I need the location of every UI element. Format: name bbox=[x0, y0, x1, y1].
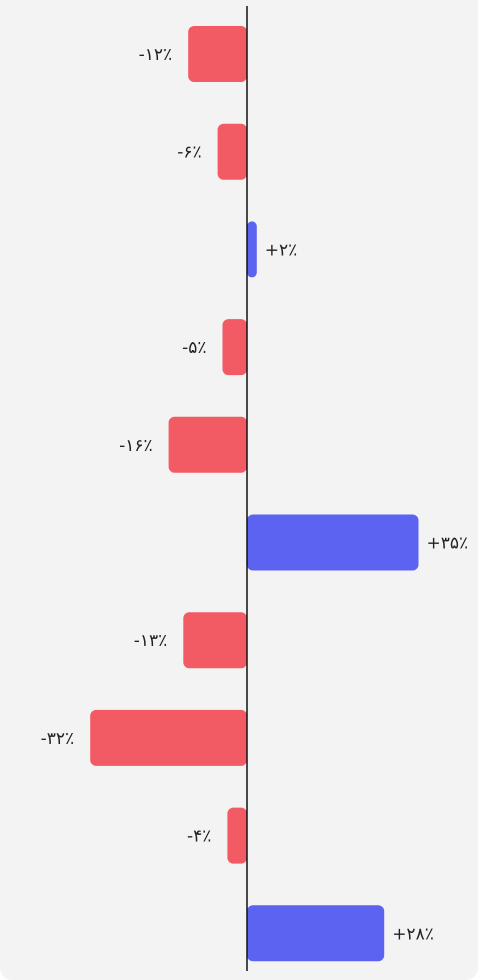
bar-1 bbox=[188, 26, 247, 82]
bar-10 bbox=[247, 905, 385, 962]
data-label-5: -۱۶٪ bbox=[119, 436, 153, 456]
data-label-7: -۱۳٪ bbox=[134, 631, 168, 651]
bar-2 bbox=[217, 123, 247, 180]
data-label-2: -۶٪ bbox=[177, 143, 201, 163]
bar-3 bbox=[247, 221, 257, 278]
data-label-3: +۲٪ bbox=[265, 240, 298, 260]
data-label-4: -۵٪ bbox=[182, 338, 206, 358]
bar-8 bbox=[90, 709, 247, 766]
data-label-9: -۴٪ bbox=[187, 827, 211, 847]
data-label-1: -۱۲٪ bbox=[139, 45, 173, 65]
data-label-8: -۳۲٪ bbox=[41, 729, 75, 749]
bar-4 bbox=[222, 319, 247, 376]
bar-6 bbox=[247, 514, 419, 571]
bar-5 bbox=[168, 416, 247, 473]
bar-7 bbox=[183, 612, 247, 669]
data-label-6: +۳۵٪ bbox=[427, 534, 469, 554]
data-label-10: +۲۸٪ bbox=[392, 924, 434, 944]
bar-9 bbox=[227, 807, 247, 864]
